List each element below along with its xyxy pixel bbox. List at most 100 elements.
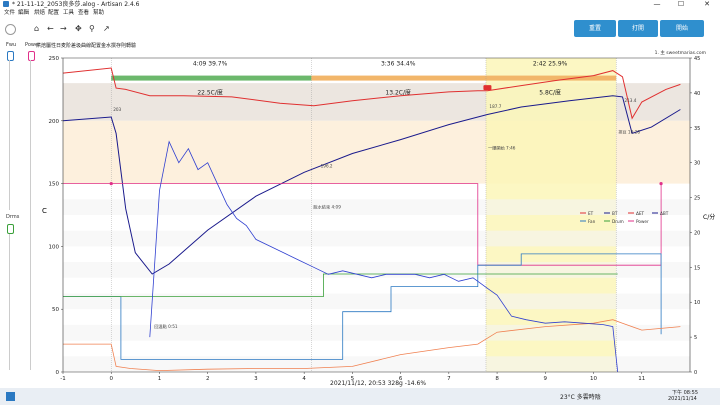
back-icon[interactable]: ← — [47, 24, 54, 33]
y-tick-label: 150 — [49, 182, 60, 188]
drum-slider-handle[interactable] — [7, 224, 14, 234]
y2-tick-label: 20 — [694, 230, 700, 236]
maximize-button[interactable]: ☐ — [677, 0, 685, 8]
x-tick-label: 9 — [544, 376, 548, 382]
annotation-label: 排豆 10:28 — [618, 128, 640, 135]
menu-roast[interactable]: 烘焙 — [34, 10, 46, 16]
x-tick-label: 8 — [495, 376, 499, 382]
phase-maillard-rate: 13.2C/度 — [385, 88, 411, 96]
grid-band — [63, 356, 690, 372]
annotation-label: 回溫點 0:51 — [154, 323, 178, 330]
y-axis-label-left: C — [42, 207, 47, 215]
legend-label: BT — [612, 211, 618, 216]
phase-dev-bar — [485, 75, 617, 81]
power-icon[interactable] — [5, 24, 16, 35]
legend-label: ET — [588, 211, 594, 216]
x-tick-label: -1 — [60, 376, 65, 382]
y-tick-label: 200 — [49, 119, 60, 125]
window-title: * 21-11-12_2053良多莎.alog - Artisan 2.4.6 — [12, 1, 140, 8]
start-button[interactable]: 開始 — [660, 20, 704, 37]
on-button[interactable]: 打開 — [618, 20, 658, 37]
y2-tick-label: 25 — [694, 196, 700, 202]
menu-view[interactable]: 查看 — [78, 10, 90, 16]
chart-icon[interactable]: ↗ — [103, 24, 110, 33]
y2-tick-label: 5 — [694, 335, 697, 341]
x-tick-label: 0 — [109, 376, 113, 382]
drum-slider-track[interactable] — [9, 234, 10, 370]
phase-dry-rate: 22.5C/度 — [197, 88, 223, 96]
y2-tick-label: 35 — [694, 126, 700, 132]
command-line: 烘焙屬性日麦阶差圾曲線配置金水撰存則轉驗 — [36, 43, 137, 49]
legend-label: Drum — [612, 219, 624, 224]
series-et-line — [63, 319, 681, 372]
series-bt-line — [149, 140, 619, 373]
menu-edit[interactable]: 編輯 — [18, 10, 30, 16]
x-tick-label: 7 — [447, 376, 451, 382]
move-icon[interactable]: ✥ — [75, 24, 82, 33]
phase-dry-time: 4:09 39.7% — [193, 61, 228, 68]
series-et-line — [62, 67, 681, 120]
taskbar: 23°C 多雲時陰 下午 08:55 2021/11/14 — [0, 388, 720, 405]
legend-label: ΔET — [636, 211, 645, 216]
y-tick-label: 50 — [52, 307, 59, 313]
zoom-icon[interactable]: ⚲ — [89, 24, 95, 33]
y-tick-label: 250 — [49, 56, 60, 62]
menu-config[interactable]: 配置 — [48, 10, 60, 16]
grid-band — [63, 324, 690, 341]
et-event-marker — [483, 85, 492, 91]
series-fan-line — [63, 253, 662, 360]
annotation-label: 187.7 — [489, 104, 501, 109]
menu-bar: 文件 編輯 烘焙 配置 工具 查看 幫助 — [0, 9, 720, 18]
x-tick-label: 11 — [638, 376, 645, 382]
grid-band — [63, 262, 690, 278]
menu-tools[interactable]: 工具 — [63, 10, 75, 16]
annotation-label: 脫水結束 4:09 — [313, 204, 341, 211]
x-tick-label: 10 — [590, 376, 597, 382]
clock-time: 下午 08:55 — [672, 390, 698, 396]
x-tick-label: 4 — [302, 376, 306, 382]
roast-date: 2021/11/12, 20:53 — [330, 380, 386, 387]
phase-maillard-time: 3:36 34.4% — [381, 61, 416, 68]
close-button[interactable]: ✕ — [704, 0, 710, 8]
phase-dev-time: 2:42 25.9% — [533, 61, 568, 68]
annotation-label: 一爆開始 7:46 — [488, 145, 516, 152]
x-tick-label: 2 — [206, 376, 210, 382]
reset-button[interactable]: 重置 — [574, 20, 616, 37]
x-tick-label: 6 — [399, 376, 403, 382]
phase-dev-rate: 5.8C/度 — [539, 88, 561, 96]
start-icon[interactable] — [6, 392, 15, 401]
y-axis-label-right: C/分 — [703, 214, 716, 221]
app-icon — [3, 1, 9, 7]
title-bar: * 21-11-12_2053良多莎.alog - Artisan 2.4.6 … — [0, 0, 720, 9]
y2-tick-label: 30 — [694, 161, 700, 167]
weather-text: 23°C 多雲時陰 — [560, 394, 601, 401]
annotation-label: 196.2 — [321, 163, 333, 168]
forward-icon[interactable]: → — [60, 24, 67, 33]
y2-tick-label: 10 — [694, 300, 700, 306]
x-tick-label: 5 — [351, 376, 355, 382]
grid-band — [63, 230, 690, 247]
minimize-button[interactable]: — — [653, 0, 661, 8]
phase-dry-bar — [111, 75, 312, 81]
home-icon[interactable]: ⌂ — [34, 24, 40, 33]
y2-tick-label: 15 — [694, 265, 700, 271]
series-drum-line — [63, 273, 618, 297]
x-tick-label: 1 — [158, 376, 162, 382]
roast-weight: 328g — [387, 380, 403, 387]
annotation-label: 213.4 — [624, 98, 636, 103]
legend-label: Power — [636, 219, 649, 224]
fan-slider-handle[interactable] — [7, 51, 14, 61]
grid-band — [63, 199, 690, 215]
y2-tick-label: 40 — [694, 91, 700, 97]
y2-tick-label: 0 — [694, 370, 697, 376]
menu-help[interactable]: 幫助 — [93, 10, 105, 16]
power-end-point — [659, 182, 663, 186]
fan-slider-label: Fwu — [6, 42, 17, 48]
menu-file[interactable]: 文件 — [4, 10, 16, 16]
power-slider-handle[interactable] — [28, 51, 35, 61]
y-tick-label: 0 — [56, 370, 60, 376]
power-slider-track[interactable] — [30, 60, 31, 370]
fan-slider-track[interactable] — [9, 60, 10, 210]
series-power-line — [63, 183, 662, 266]
